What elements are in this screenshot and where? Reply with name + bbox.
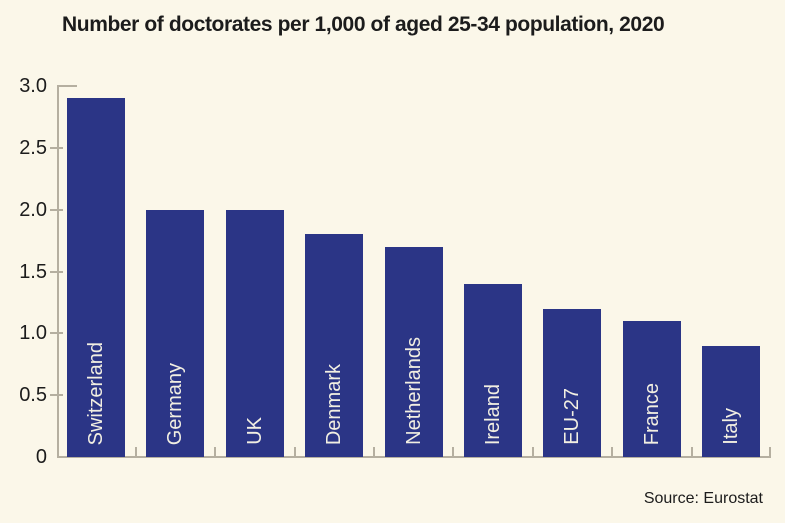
bar-label: Germany <box>164 362 187 445</box>
x-axis-tick <box>611 447 614 457</box>
y-axis-tick-label: 2.0 <box>19 198 47 221</box>
bar-label: Denmark <box>323 363 346 445</box>
source-note: Source: Eurostat <box>643 490 763 507</box>
x-axis-tick <box>531 447 534 457</box>
y-axis-tick-label: 2.5 <box>19 136 47 159</box>
x-axis-tick <box>134 447 137 457</box>
x-axis-tick <box>214 447 217 457</box>
bar-ireland: Ireland <box>464 283 522 457</box>
bar-label: Switzerland <box>85 341 107 445</box>
y-axis-tick <box>50 394 63 397</box>
y-axis-tick-label: 1.0 <box>19 322 47 345</box>
x-axis-tick <box>293 447 296 457</box>
bar-label: UK <box>243 417 266 445</box>
x-axis-tick <box>769 447 771 457</box>
bar-label: Netherlands <box>402 337 425 445</box>
bar-denmark: Denmark <box>305 234 364 457</box>
y-axis-tick-label: 3.0 <box>19 75 47 97</box>
y-axis-tick <box>50 332 63 335</box>
y-axis-tick <box>57 85 77 87</box>
chart-title: Number of doctorates per 1,000 of aged 2… <box>62 13 665 36</box>
y-axis-tick-label: 0.5 <box>19 384 47 407</box>
y-axis-tick <box>50 146 63 149</box>
bar-italy: Italy <box>702 345 761 457</box>
x-axis-line <box>57 456 771 458</box>
bar-label: Italy <box>720 408 743 445</box>
bar-germany: Germany <box>146 209 205 457</box>
y-axis-tick-label: 1.5 <box>19 260 47 283</box>
y-axis-tick <box>50 208 63 211</box>
y-axis-tick <box>50 270 63 273</box>
y-axis-tick-label: 0 <box>35 446 47 468</box>
bar-label: France <box>640 382 663 445</box>
bar-label: EU-27 <box>561 388 584 445</box>
x-axis-tick <box>452 447 455 457</box>
x-axis-tick <box>690 447 693 457</box>
x-axis-tick <box>372 447 375 457</box>
bar-switzerland: Switzerland <box>67 98 125 457</box>
bar-label: Ireland <box>482 383 504 445</box>
bar-uk: UK <box>225 209 284 457</box>
bar-france: France <box>622 320 681 457</box>
bar-eu-27: EU-27 <box>543 308 602 457</box>
bar-netherlands: Netherlands <box>384 246 443 457</box>
